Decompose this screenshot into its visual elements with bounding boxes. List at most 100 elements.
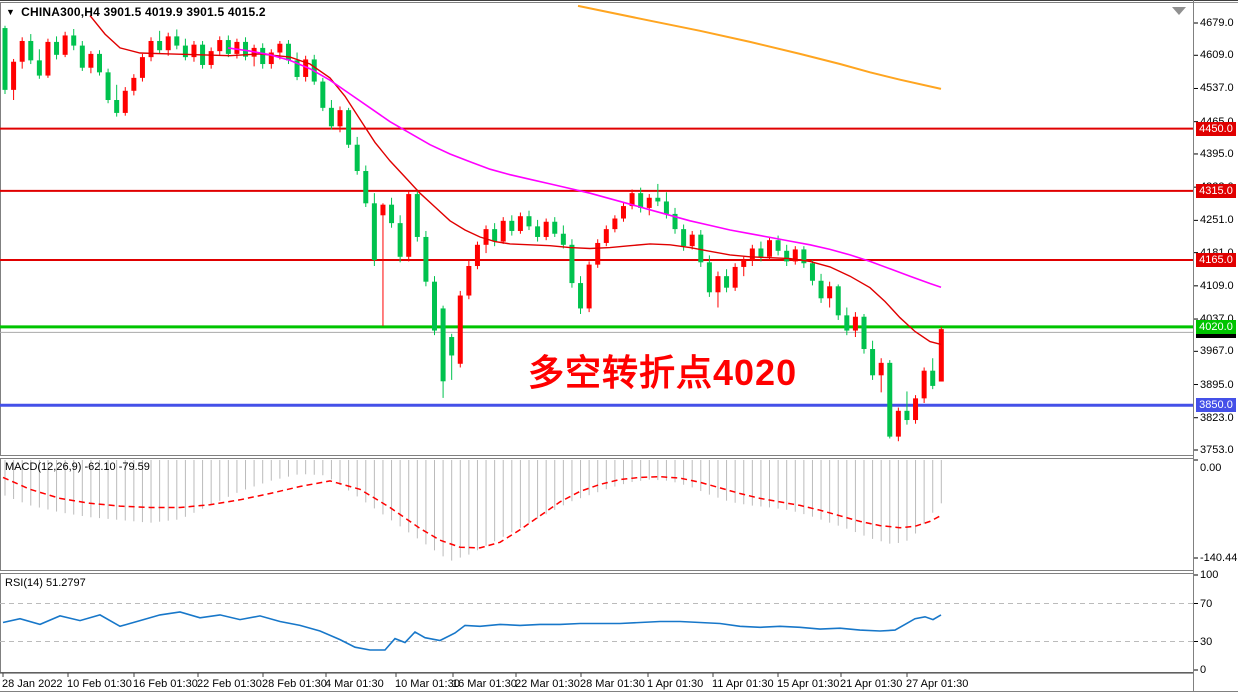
candle-body: [509, 220, 515, 231]
candle-body: [260, 47, 266, 65]
candle-body: [792, 249, 798, 262]
candle-body: [870, 349, 876, 376]
candle-body: [36, 60, 42, 76]
price-axis-tick-label: 4109.0: [1200, 279, 1234, 292]
candle-body: [552, 221, 558, 234]
candle-body: [423, 236, 429, 282]
candle-body: [2, 28, 8, 90]
candle-body: [595, 242, 601, 265]
rsi-line[interactable]: [2, 611, 942, 651]
price-axis-tick-label: 3823.0: [1200, 411, 1234, 424]
price-axis-tick-label: 4395.0: [1200, 147, 1234, 160]
candle-body: [96, 53, 102, 73]
candle-body: [449, 337, 455, 356]
candle-body: [603, 229, 609, 243]
candle-body: [54, 41, 60, 55]
candle-body: [801, 249, 807, 264]
candle-body: [913, 398, 919, 421]
ma-magenta-line[interactable]: [227, 47, 942, 288]
candle-body: [887, 362, 893, 437]
candle-body: [620, 206, 626, 219]
candle-body: [45, 41, 51, 76]
candle-body: [775, 240, 781, 251]
candle-body: [895, 410, 901, 437]
candle-body: [921, 370, 927, 399]
candle-body: [157, 40, 163, 51]
chart-shift-marker-icon[interactable]: [1172, 7, 1186, 15]
rsi-panel-divider[interactable]: [0, 571, 1193, 574]
candle-body: [62, 35, 68, 55]
orange-trendline[interactable]: [577, 4, 942, 90]
candle-body: [174, 36, 180, 46]
candle-body: [165, 36, 171, 51]
macd-signal-line[interactable]: [2, 475, 942, 549]
rsi-indicator-label: RSI(14) 51.2797: [5, 577, 86, 589]
candle-body: [303, 59, 309, 77]
rsi-axis-label: 100: [1200, 569, 1219, 581]
time-axis-label: 15 Apr 01:30: [777, 678, 840, 690]
candle-body: [414, 194, 420, 237]
price-axis-tick-label: 3895.0: [1200, 378, 1234, 391]
candle-body: [818, 280, 824, 299]
price-axis-tick-label: 4609.0: [1200, 49, 1234, 62]
candle-body: [208, 51, 214, 65]
price-level-tag: 4450.0: [1196, 121, 1236, 136]
time-axis-label: 28 Mar 01:30: [580, 678, 645, 690]
candle-body: [148, 40, 154, 58]
candle-body: [105, 72, 111, 101]
symbol-dropdown-icon[interactable]: ▼: [6, 7, 16, 17]
candle-body: [741, 260, 747, 267]
candle-body: [586, 264, 592, 309]
candle-body: [139, 57, 145, 78]
time-axis-label: 4 Mar 01:30: [325, 678, 384, 690]
candle-body: [543, 221, 549, 237]
candle-body: [483, 229, 489, 245]
candle-body: [217, 40, 223, 52]
symbol-ohlc-text: CHINA300,H4 3901.5 4019.9 3901.5 4015.2: [21, 5, 266, 19]
candle-body: [114, 100, 120, 113]
macd-axis-label: -140.44: [1200, 552, 1238, 564]
symbol-ohlc-bar: ▼ CHINA300,H4 3901.5 4019.9 3901.5 4015.2: [6, 5, 266, 19]
candle-body: [784, 250, 790, 262]
price-axis-tick-label: 4679.0: [1200, 17, 1234, 29]
candle-body: [268, 52, 274, 65]
macd-panel-divider[interactable]: [0, 456, 1193, 459]
candle-body: [732, 266, 738, 288]
candle-body: [629, 193, 635, 207]
time-axis-label: 28 Feb 01:30: [262, 678, 327, 690]
candle-body: [852, 316, 858, 331]
candle-body: [612, 218, 618, 230]
time-axis-label: 16 Mar 01:30: [452, 678, 517, 690]
candle-body: [328, 107, 334, 127]
candle-body: [706, 262, 712, 293]
macd-indicator-label: MACD(12,26,9) -62.10 -79.59: [5, 461, 150, 473]
candle-body: [320, 81, 326, 108]
candle-body: [758, 248, 764, 257]
candle-body: [861, 316, 867, 350]
candle-body: [71, 35, 77, 46]
candle-body: [844, 315, 850, 331]
candle-body: [492, 229, 498, 242]
candle-body: [277, 43, 283, 53]
candle-body: [500, 220, 506, 242]
candle-body: [122, 90, 128, 113]
price-level-tag: 4020.0: [1196, 319, 1236, 334]
macd-axis-label: 0.00: [1200, 462, 1222, 474]
candle-body: [131, 77, 137, 91]
candle-body: [79, 45, 85, 68]
time-axis-label: 16 Feb 01:30: [133, 678, 198, 690]
candle-body: [354, 144, 360, 172]
candle-body: [466, 266, 472, 296]
candle-body: [655, 197, 661, 202]
candle-body: [406, 194, 412, 257]
candle-body: [380, 204, 386, 216]
chart-annotation-text[interactable]: 多空转折点4020: [528, 352, 798, 393]
candle-body: [938, 329, 944, 382]
price-level-tag: 4165.0: [1196, 253, 1236, 268]
candle-body: [904, 410, 910, 421]
price-axis-tick-label: 4251.0: [1200, 214, 1234, 227]
price-axis-tick-label: 3753.0: [1200, 444, 1234, 456]
candle-body: [767, 240, 773, 257]
